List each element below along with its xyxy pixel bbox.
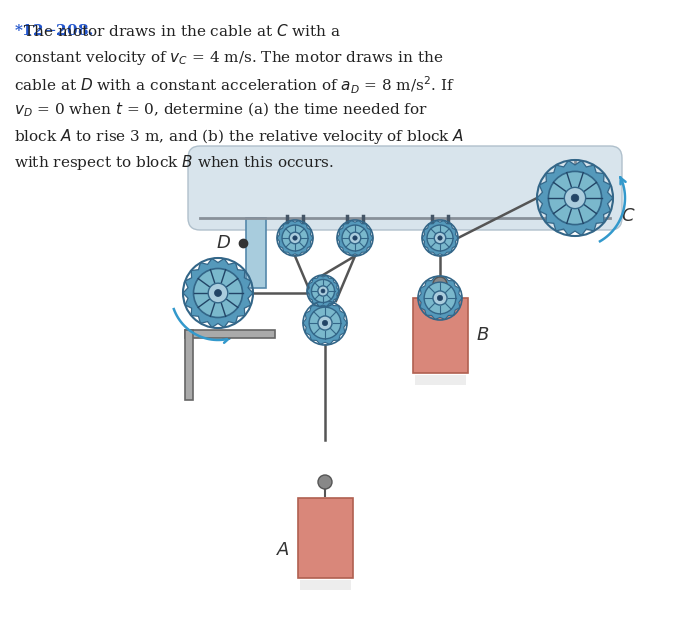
Circle shape	[438, 296, 442, 301]
Bar	[185, 330, 193, 400]
Circle shape	[318, 316, 332, 330]
Circle shape	[564, 187, 586, 209]
Circle shape	[323, 320, 328, 325]
Bar	[415, 375, 466, 385]
Circle shape	[318, 475, 332, 489]
Text: cable at $D$ with a constant acceleration of $a_D$ = 8 m/s$^2$. If: cable at $D$ with a constant acceleratio…	[14, 75, 455, 96]
Circle shape	[309, 307, 341, 339]
Circle shape	[318, 286, 328, 296]
Polygon shape	[303, 301, 347, 344]
Bar	[298, 498, 353, 578]
Circle shape	[208, 283, 228, 303]
Circle shape	[349, 232, 360, 244]
Circle shape	[433, 277, 447, 291]
Circle shape	[282, 225, 308, 251]
Bar	[300, 580, 351, 590]
Polygon shape	[337, 220, 373, 256]
Circle shape	[289, 232, 301, 244]
Polygon shape	[422, 220, 458, 256]
Text: $v_D$ = 0 when $t$ = 0, determine (a) the time needed for: $v_D$ = 0 when $t$ = 0, determine (a) th…	[14, 101, 428, 120]
Circle shape	[424, 282, 456, 314]
Circle shape	[214, 289, 221, 296]
Polygon shape	[183, 258, 253, 327]
Text: *12$-$208.: *12$-$208.	[14, 23, 94, 38]
Circle shape	[293, 236, 297, 240]
Circle shape	[433, 291, 447, 305]
Text: $B$: $B$	[476, 327, 489, 344]
Text: The motor draws in the cable at $C$ with a: The motor draws in the cable at $C$ with…	[14, 23, 341, 39]
Bar	[413, 298, 468, 373]
Circle shape	[434, 232, 446, 244]
Circle shape	[312, 280, 335, 303]
Text: $C$: $C$	[621, 207, 636, 225]
Circle shape	[193, 268, 242, 318]
Circle shape	[342, 225, 368, 251]
Bar	[246, 218, 266, 288]
Text: $D$: $D$	[216, 234, 231, 252]
Polygon shape	[418, 277, 462, 320]
Circle shape	[427, 225, 453, 251]
Text: block $A$ to rise 3 m, and (b) the relative velocity of block $A$: block $A$ to rise 3 m, and (b) the relat…	[14, 127, 464, 146]
Circle shape	[321, 289, 325, 293]
Circle shape	[353, 236, 357, 240]
FancyBboxPatch shape	[188, 146, 622, 230]
Polygon shape	[307, 275, 339, 306]
Text: constant velocity of $v_C$ = 4 m/s. The motor draws in the: constant velocity of $v_C$ = 4 m/s. The …	[14, 49, 443, 67]
Bar	[185, 330, 275, 338]
Text: with respect to block $B$ when this occurs.: with respect to block $B$ when this occu…	[14, 153, 334, 172]
Circle shape	[438, 236, 442, 240]
Circle shape	[548, 172, 601, 225]
Polygon shape	[277, 220, 313, 256]
Polygon shape	[537, 161, 613, 235]
Circle shape	[571, 194, 579, 202]
Text: $A$: $A$	[276, 541, 290, 559]
